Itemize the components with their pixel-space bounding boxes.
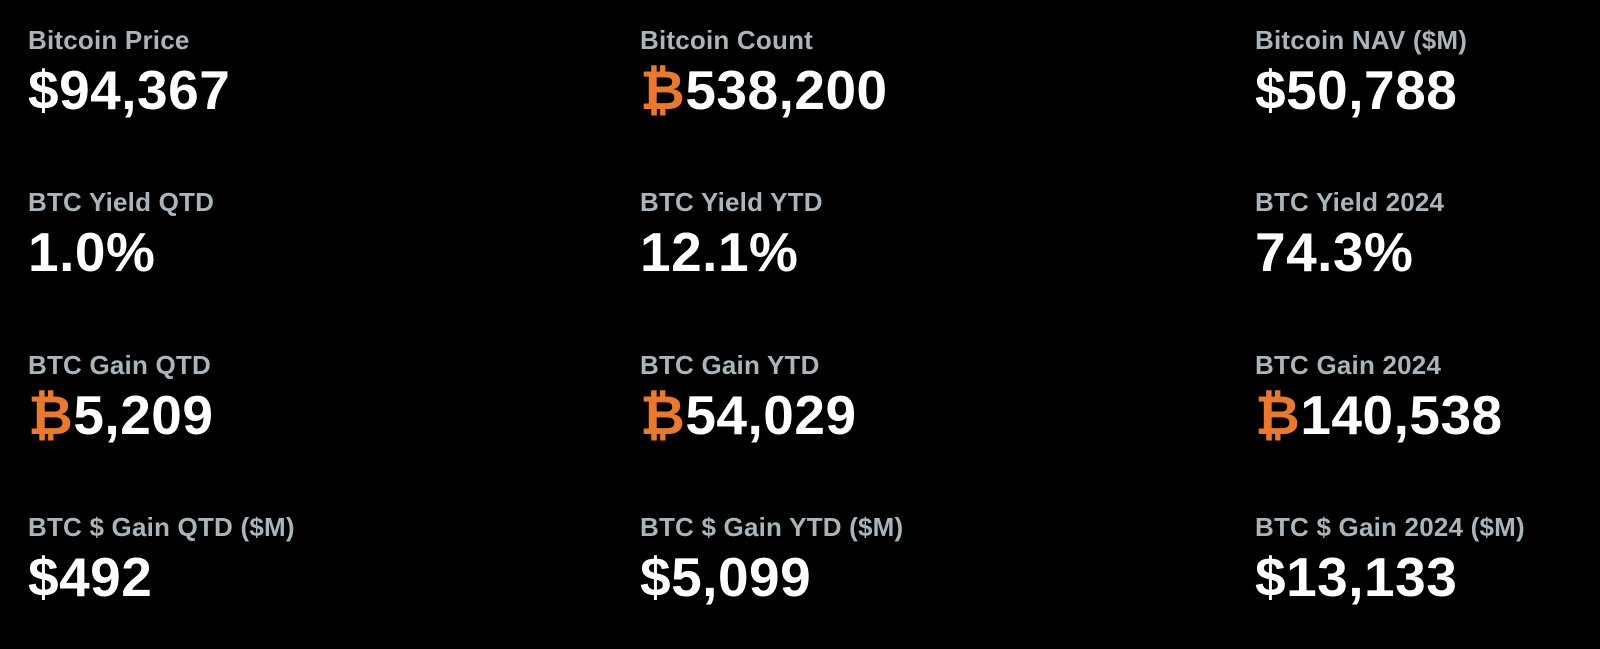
metric-value: $94,367 <box>28 59 231 121</box>
metric-value: ₿54,029 <box>640 382 857 447</box>
metric-value: ₿5,209 <box>28 382 214 447</box>
metric-card-bitcoin-count: Bitcoin Count ₿538,200 <box>640 0 1255 162</box>
metric-value: $492 <box>28 545 153 608</box>
bitcoin-currency-icon: ₿ <box>640 58 686 122</box>
metric-card-btc-usd-gain-qtd: BTC $ Gain QTD ($M) $492 <box>28 487 640 649</box>
metric-card-bitcoin-price: Bitcoin Price $94,367 <box>28 0 640 162</box>
metric-card-btc-usd-gain-ytd: BTC $ Gain YTD ($M) $5,099 <box>640 487 1255 649</box>
metric-value: $13,133 <box>1255 545 1458 608</box>
metric-label: Bitcoin Count <box>640 25 814 55</box>
metric-card-btc-usd-gain-2024: BTC $ Gain 2024 ($M) $13,133 <box>1255 487 1600 649</box>
metric-label: BTC Yield 2024 <box>1255 187 1445 218</box>
metric-label: BTC Gain QTD <box>28 349 211 380</box>
metric-value: ₿140,538 <box>1255 382 1503 447</box>
metric-value: 12.1% <box>640 221 799 284</box>
metric-card-btc-yield-2024: BTC Yield 2024 74.3% <box>1255 162 1600 324</box>
metric-value: ₿538,200 <box>640 58 888 122</box>
metric-label: BTC Gain 2024 <box>1255 349 1442 380</box>
metric-label: BTC Yield YTD <box>640 187 823 218</box>
metric-card-btc-gain-2024: BTC Gain 2024 ₿140,538 <box>1255 325 1600 487</box>
metric-card-bitcoin-nav: Bitcoin NAV ($M) $50,788 <box>1255 0 1600 162</box>
metric-card-btc-yield-qtd: BTC Yield QTD 1.0% <box>28 162 640 324</box>
metric-card-btc-gain-ytd: BTC Gain YTD ₿54,029 <box>640 325 1255 487</box>
metric-value: 1.0% <box>28 221 156 284</box>
bitcoin-currency-icon: ₿ <box>640 382 686 447</box>
metric-value: $5,099 <box>640 545 812 608</box>
metric-label: BTC $ Gain YTD ($M) <box>640 511 904 542</box>
metric-value: 74.3% <box>1255 221 1414 284</box>
metric-value: $50,788 <box>1255 59 1458 121</box>
metric-label: Bitcoin Price <box>28 25 190 55</box>
bitcoin-currency-icon: ₿ <box>1255 382 1301 447</box>
metric-card-btc-yield-ytd: BTC Yield YTD 12.1% <box>640 162 1255 324</box>
metric-label: BTC $ Gain QTD ($M) <box>28 511 295 542</box>
metric-label: BTC Yield QTD <box>28 187 215 218</box>
bitcoin-currency-icon: ₿ <box>28 382 74 447</box>
metric-label: BTC Gain YTD <box>640 349 820 380</box>
metric-label: Bitcoin NAV ($M) <box>1255 25 1468 55</box>
metric-card-btc-gain-qtd: BTC Gain QTD ₿5,209 <box>28 325 640 487</box>
metric-label: BTC $ Gain 2024 ($M) <box>1255 511 1525 542</box>
